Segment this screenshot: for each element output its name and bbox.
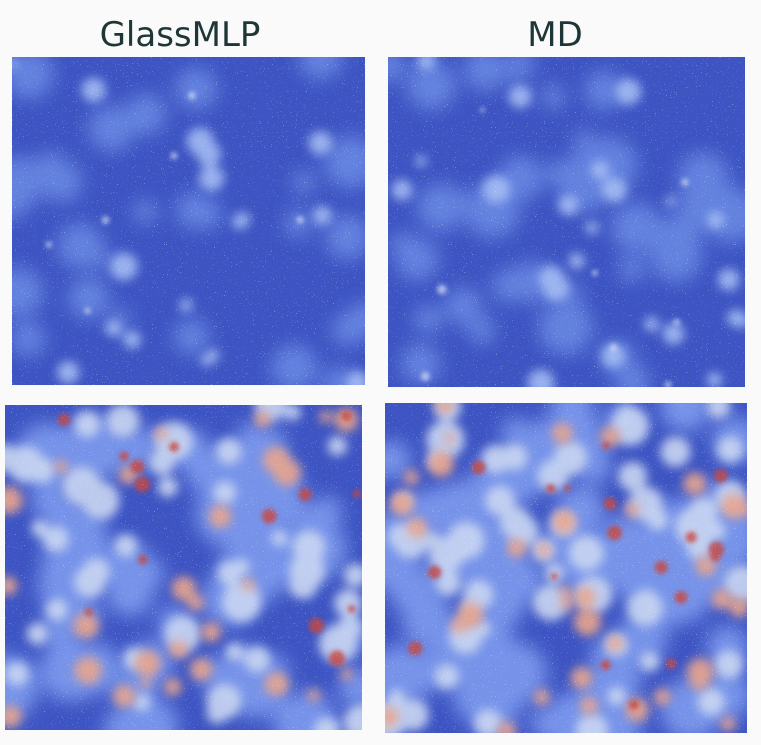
particle-speckle — [388, 57, 745, 387]
heatmap-panel — [12, 57, 365, 385]
particle-speckle — [385, 403, 747, 733]
heatmap-panel — [388, 57, 745, 387]
column-title: GlassMLP — [100, 15, 261, 55]
heatmap-panel — [5, 405, 362, 730]
heatmap-panel — [385, 403, 747, 733]
particle-speckle — [5, 405, 362, 730]
panels — [5, 57, 747, 733]
particle-speckle — [12, 57, 365, 385]
column-title: MD — [527, 15, 583, 55]
